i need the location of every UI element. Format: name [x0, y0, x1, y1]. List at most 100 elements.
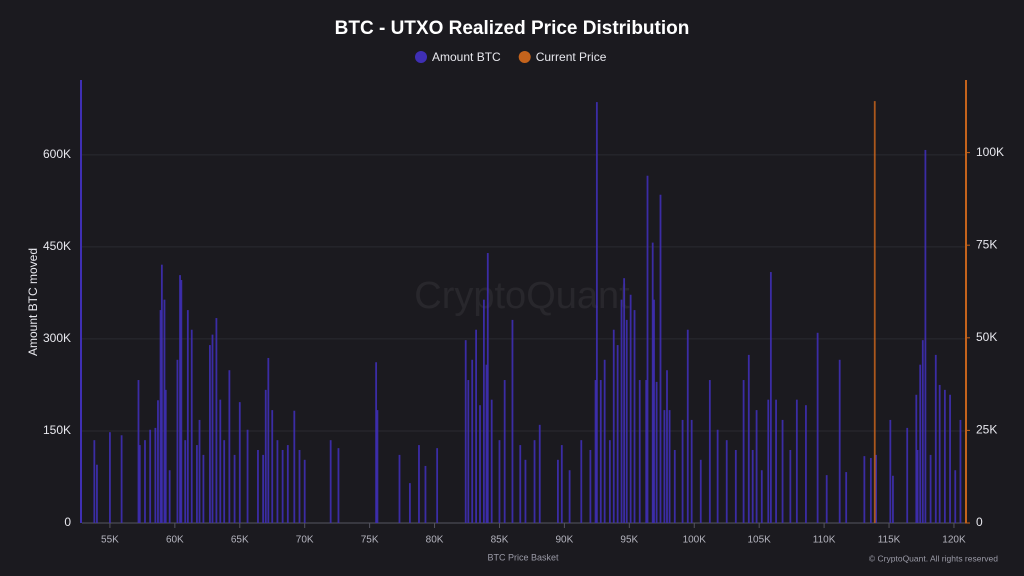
bar	[293, 410, 296, 523]
bar	[157, 400, 159, 523]
bar	[892, 475, 894, 523]
bar	[595, 102, 598, 523]
bar	[623, 278, 626, 523]
bar	[816, 332, 819, 523]
y2-tick-label: 100K	[976, 145, 1004, 159]
bar	[668, 410, 671, 523]
bar	[608, 440, 611, 523]
bar	[96, 464, 98, 523]
bar	[646, 175, 649, 523]
legend-label: Current Price	[536, 50, 607, 64]
legend-label: Amount BTC	[432, 50, 501, 64]
bar	[949, 394, 951, 523]
bar	[533, 440, 536, 523]
y-tick-label: 450K	[43, 239, 71, 253]
bar	[109, 432, 111, 523]
bar	[699, 459, 702, 523]
bar	[645, 380, 648, 523]
copyright: © CryptoQuant. All rights reserved	[869, 553, 998, 563]
bar	[659, 194, 662, 523]
x-tick-label: 55K	[101, 535, 119, 546]
y2-tick-label: 50K	[976, 330, 997, 344]
bar	[681, 419, 684, 523]
bar	[281, 449, 284, 523]
bar	[228, 370, 231, 523]
bar	[708, 380, 711, 523]
bar	[486, 253, 489, 523]
bar	[686, 329, 689, 523]
bar	[734, 449, 737, 523]
bar	[690, 419, 693, 523]
bar	[198, 419, 201, 523]
bar	[337, 448, 340, 523]
bar	[286, 445, 289, 523]
bar	[219, 399, 222, 523]
bar	[490, 399, 493, 523]
bar	[620, 299, 623, 523]
current-price-line	[873, 101, 876, 523]
bar	[589, 449, 592, 523]
bar	[580, 440, 583, 523]
bar	[298, 449, 301, 523]
bar	[471, 359, 474, 523]
bar	[751, 449, 754, 523]
bar	[186, 310, 189, 523]
bar	[211, 334, 214, 523]
bar	[805, 405, 807, 523]
bar	[929, 454, 932, 523]
bar	[163, 299, 166, 523]
bar	[633, 310, 636, 523]
bar	[934, 354, 937, 523]
x-tick-label: 85K	[491, 535, 509, 546]
bar	[915, 394, 918, 523]
bar	[479, 405, 481, 523]
bar	[246, 429, 249, 523]
x-tick-label: 70K	[296, 535, 314, 546]
bar	[375, 362, 378, 523]
bar	[196, 445, 198, 523]
bar	[137, 380, 140, 523]
bar	[769, 272, 772, 523]
bar	[159, 310, 162, 523]
bar	[557, 459, 559, 523]
watermark: CryptoQuant	[414, 275, 630, 317]
x-tick-label: 105K	[748, 535, 772, 546]
bar	[760, 470, 763, 523]
bar	[863, 456, 866, 523]
bar	[538, 424, 541, 523]
chart-title: BTC - UTXO Realized Price Distribution	[335, 18, 690, 39]
bar	[257, 449, 259, 523]
bar	[168, 470, 171, 523]
y-tick-label: 150K	[43, 423, 71, 437]
bar	[921, 340, 924, 523]
bar	[238, 402, 241, 523]
bar	[560, 445, 563, 523]
bar	[276, 440, 279, 523]
y2-tick-label: 0	[976, 515, 983, 529]
bar	[781, 419, 784, 523]
bar	[503, 380, 506, 523]
bar	[144, 440, 146, 523]
bar	[202, 454, 205, 523]
bar	[825, 475, 828, 523]
bar	[651, 242, 654, 523]
legend-marker	[518, 51, 531, 63]
legend-marker	[415, 51, 427, 63]
x-tick-label: 95K	[620, 535, 638, 546]
bar	[959, 419, 962, 523]
bar	[616, 345, 619, 523]
bar	[329, 440, 332, 523]
bar	[180, 280, 183, 523]
bar	[179, 275, 181, 523]
bar	[916, 449, 919, 523]
bar	[716, 429, 719, 523]
bar	[436, 448, 439, 523]
bar	[767, 399, 770, 523]
x-tick-label: 80K	[426, 535, 444, 546]
bar	[271, 410, 274, 523]
bar	[215, 318, 218, 523]
bar	[209, 345, 211, 523]
bar	[742, 380, 745, 523]
